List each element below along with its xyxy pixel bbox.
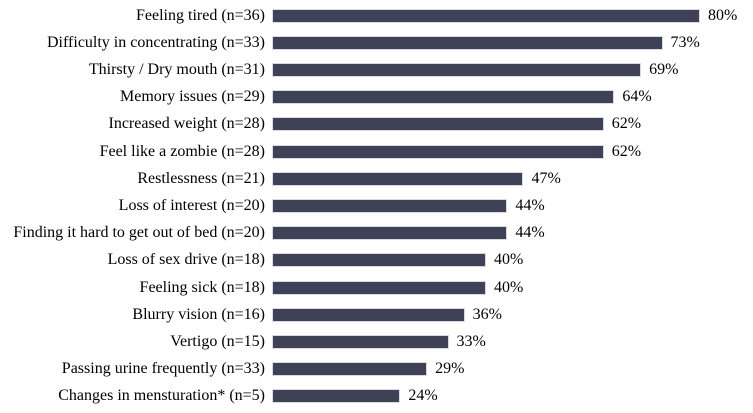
category-label: Increased weight (n=28) (108, 115, 265, 133)
bar (272, 8, 700, 23)
chart-row: Loss of interest (n=20) 44% (0, 192, 753, 219)
value-label: 40% (494, 251, 524, 269)
bar (272, 335, 449, 350)
bar-track: 29% (272, 356, 753, 383)
value-label: 64% (622, 88, 652, 106)
bar-track: 73% (272, 29, 753, 56)
bar (272, 280, 486, 295)
bar (272, 199, 508, 214)
category-label: Blurry vision (n=16) (132, 305, 265, 323)
bar-track: 44% (272, 192, 753, 219)
bar-track: 69% (272, 56, 753, 83)
bar (272, 362, 428, 377)
bar-track: 33% (272, 328, 753, 355)
bar (272, 117, 604, 132)
category-label: Loss of sex drive (n=18) (107, 251, 265, 269)
value-label: 69% (649, 61, 679, 78)
bar-track: 80% (272, 2, 753, 29)
chart-row: Blurry vision (n=16) 36% (0, 301, 753, 328)
chart-row: Thirsty / Dry mouth (n=31) 69% (0, 56, 753, 83)
value-label: 29% (435, 360, 465, 378)
bar (272, 90, 615, 105)
bar (272, 171, 524, 186)
bar-track: 62% (272, 138, 753, 165)
value-label: 44% (515, 197, 545, 215)
chart-row: Changes in mensturation* (n=5) 24% (0, 383, 753, 410)
bar (272, 144, 604, 159)
bar (272, 307, 465, 322)
category-label: Memory issues (n=29) (119, 88, 265, 106)
chart-row: Difficulty in concentrating (n=33) 73% (0, 29, 753, 56)
bar (272, 389, 401, 404)
chart-row: Memory issues (n=29) 64% (0, 84, 753, 111)
bar-track: 24% (272, 383, 753, 410)
category-label: Difficulty in concentrating (n=33) (47, 33, 265, 51)
category-label: Changes in mensturation* (n=5) (58, 387, 265, 405)
bar-track: 36% (272, 301, 753, 328)
value-label: 33% (456, 333, 486, 351)
bar (272, 35, 663, 50)
chart-row: Loss of sex drive (n=18) 40% (0, 247, 753, 274)
bar-track: 47% (272, 165, 753, 192)
category-label: Feel like a zombie (n=28) (99, 142, 265, 160)
bar-track: 64% (272, 84, 753, 111)
value-label: 44% (515, 224, 545, 242)
chart-row: Increased weight (n=28) 62% (0, 111, 753, 138)
category-label: Vertigo (n=15) (170, 333, 265, 351)
chart-row: Feeling sick (n=18) 40% (0, 274, 753, 301)
chart-row: Restlessness (n=21) 47% (0, 165, 753, 192)
value-label: 73% (670, 33, 700, 51)
category-label: Thirsty / Dry mouth (n=31) (88, 61, 265, 78)
bar-track: 40% (272, 247, 753, 274)
value-label: 24% (408, 387, 438, 405)
category-label: Passing urine frequently (n=33) (61, 360, 265, 378)
bar (272, 253, 486, 268)
chart-row: Vertigo (n=15) 33% (0, 328, 753, 355)
bar (272, 226, 508, 241)
category-label: Feeling sick (n=18) (139, 278, 265, 296)
category-label: Finding it hard to get out of bed (n=20) (13, 224, 265, 242)
bar-track: 44% (272, 220, 753, 247)
category-label: Loss of interest (n=20) (118, 197, 265, 215)
category-label: Restlessness (n=21) (137, 169, 265, 187)
value-label: 47% (531, 169, 561, 187)
chart-row: Passing urine frequently (n=33) 29% (0, 356, 753, 383)
value-label: 36% (472, 305, 502, 323)
category-label: Feeling tired (n=36) (136, 6, 265, 24)
bar-track: 40% (272, 274, 753, 301)
value-label: 40% (494, 278, 524, 296)
chart-row: Feeling tired (n=36) 80% (0, 2, 753, 29)
bar (272, 63, 642, 77)
bar-track: 62% (272, 111, 753, 138)
chart-row: Feel like a zombie (n=28) 62% (0, 138, 753, 165)
value-label: 80% (708, 6, 738, 24)
value-label: 62% (611, 142, 642, 160)
value-label: 62% (611, 115, 642, 133)
chart-row: Finding it hard to get out of bed (n=20)… (0, 220, 753, 247)
